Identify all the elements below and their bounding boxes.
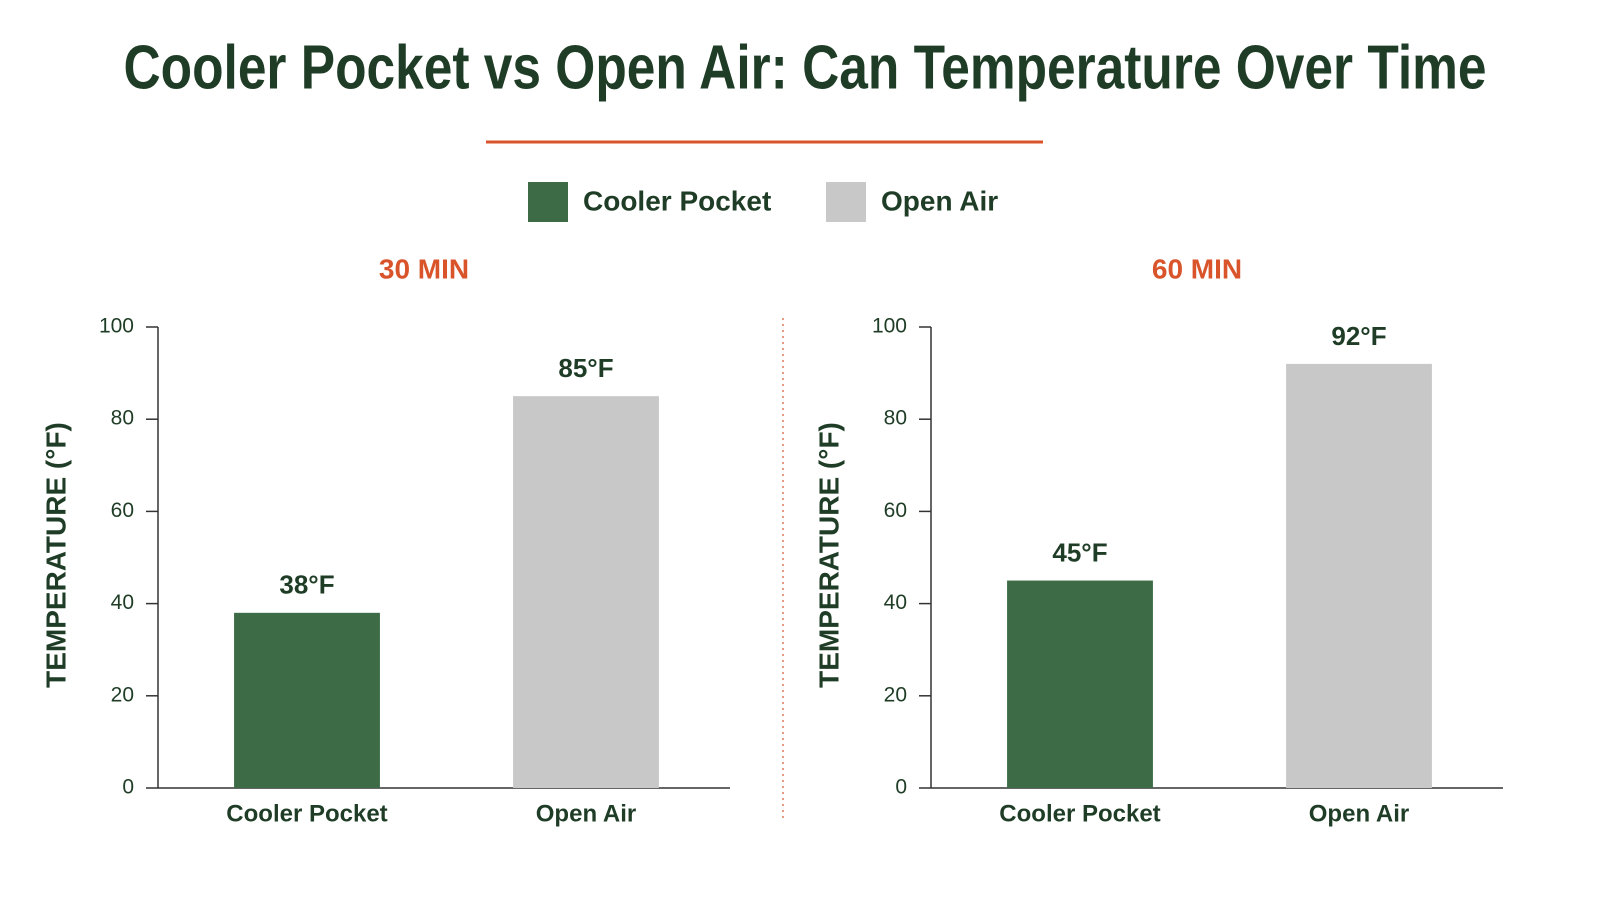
- y-tick-label: 80: [884, 407, 907, 430]
- y-tick-label: 0: [895, 776, 907, 799]
- y-tick-label: 60: [111, 499, 134, 522]
- y-tick-label: 100: [872, 315, 907, 338]
- y-tick-label: 40: [111, 591, 134, 614]
- legend-swatch: [528, 182, 568, 222]
- legend-label: Cooler Pocket: [583, 185, 771, 216]
- y-tick-label: 20: [111, 683, 134, 706]
- y-tick-label: 40: [884, 591, 907, 614]
- value-label: 85°F: [558, 353, 613, 383]
- y-tick-label: 20: [884, 683, 907, 706]
- x-tick-label: Cooler Pocket: [999, 800, 1160, 827]
- legend-swatch: [826, 182, 866, 222]
- value-label: 92°F: [1331, 321, 1386, 351]
- bar: [234, 612, 380, 788]
- x-tick-label: Cooler Pocket: [226, 800, 387, 827]
- value-label: 38°F: [279, 570, 334, 600]
- subplot-title: 30 MIN: [379, 253, 469, 284]
- y-tick-label: 60: [884, 499, 907, 522]
- x-tick-label: Open Air: [536, 800, 636, 827]
- subplot-title: 60 MIN: [1152, 253, 1242, 284]
- y-tick-label: 100: [99, 315, 134, 338]
- x-tick-label: Open Air: [1309, 800, 1409, 827]
- legend-label: Open Air: [881, 185, 998, 216]
- y-tick-label: 0: [122, 776, 134, 799]
- y-axis-label: TEMPERATURE (°F): [813, 422, 844, 688]
- y-axis-label: TEMPERATURE (°F): [40, 422, 71, 688]
- bar: [1007, 580, 1153, 788]
- bar: [1286, 363, 1432, 788]
- bar: [513, 396, 659, 788]
- chart-title: Cooler Pocket vs Open Air: Can Temperatu…: [124, 33, 1487, 102]
- value-label: 45°F: [1052, 537, 1107, 567]
- y-tick-label: 80: [111, 407, 134, 430]
